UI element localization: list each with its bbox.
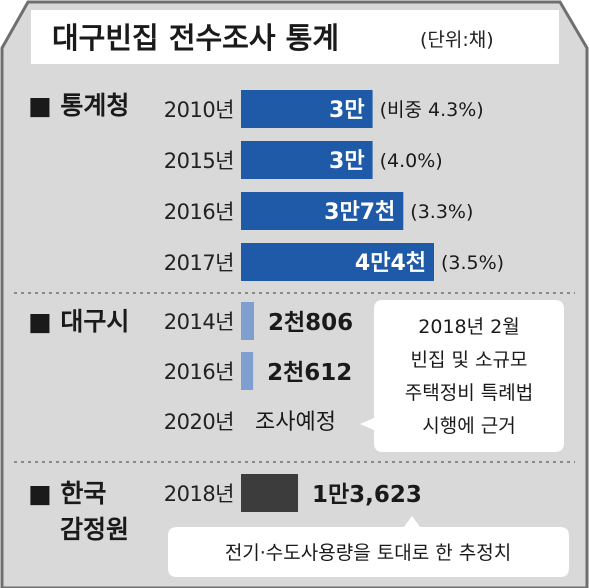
value-label: 3만	[329, 98, 365, 123]
daegu-note-line: 시행에 근거	[422, 415, 515, 437]
value-label: 조사예정	[255, 410, 336, 435]
bar	[241, 141, 373, 179]
value-label: 2천806	[268, 310, 353, 336]
section-name-kab-line1: ■ 한국	[28, 479, 106, 508]
value-label: 2천612	[267, 360, 352, 386]
share-label: (3.5%)	[441, 252, 504, 274]
chart-title: 대구빈집 전수조사 통계	[52, 21, 339, 55]
year-label: 2020년	[164, 410, 234, 434]
title-box	[31, 10, 559, 64]
bar	[241, 90, 373, 128]
unit-label: (단위:채)	[420, 29, 494, 51]
daegu-note-box	[360, 300, 564, 452]
share-label: (4.0%)	[380, 150, 443, 172]
section-name-kab-line2: 감정원	[60, 515, 129, 544]
year-label: 2016년	[164, 200, 234, 224]
bar	[241, 352, 254, 390]
year-label: 2015년	[164, 149, 234, 173]
value-label: 3만	[329, 149, 365, 174]
kab-note-text: 전기·수도사용량을 토대로 한 추정치	[225, 542, 511, 564]
bar	[241, 192, 404, 230]
year-label: 2017년	[164, 251, 234, 275]
year-label: 2010년	[164, 98, 234, 122]
value-label: 4만4천	[355, 251, 426, 276]
bar	[241, 243, 434, 281]
daegu-note-line: 주택정비 특례법	[405, 382, 533, 404]
section-name-kostat: ■ 통계청	[28, 91, 129, 120]
value-label: 3만7천	[324, 200, 395, 225]
year-label: 2014년	[164, 310, 234, 334]
kab-note-box	[168, 516, 569, 577]
bars-layer: 2010년 3만 (비중 4.3%) 2015년 3만 (4.0%) 2016년 3만7천 (3…	[164, 90, 504, 512]
daegu-note-line: 2018년 2월	[418, 316, 519, 338]
share-label: (비중 4.3%)	[380, 99, 484, 121]
share-label: (3.3%)	[410, 201, 473, 223]
bar	[241, 474, 298, 512]
daegu-note-line: 빈집 및 소규모	[411, 349, 528, 371]
section-name-daegu: ■ 대구시	[28, 307, 129, 336]
year-label: 2016년	[164, 360, 234, 384]
bar	[241, 302, 254, 340]
year-label: 2018년	[164, 482, 234, 506]
value-label: 1만3,623	[312, 482, 422, 508]
